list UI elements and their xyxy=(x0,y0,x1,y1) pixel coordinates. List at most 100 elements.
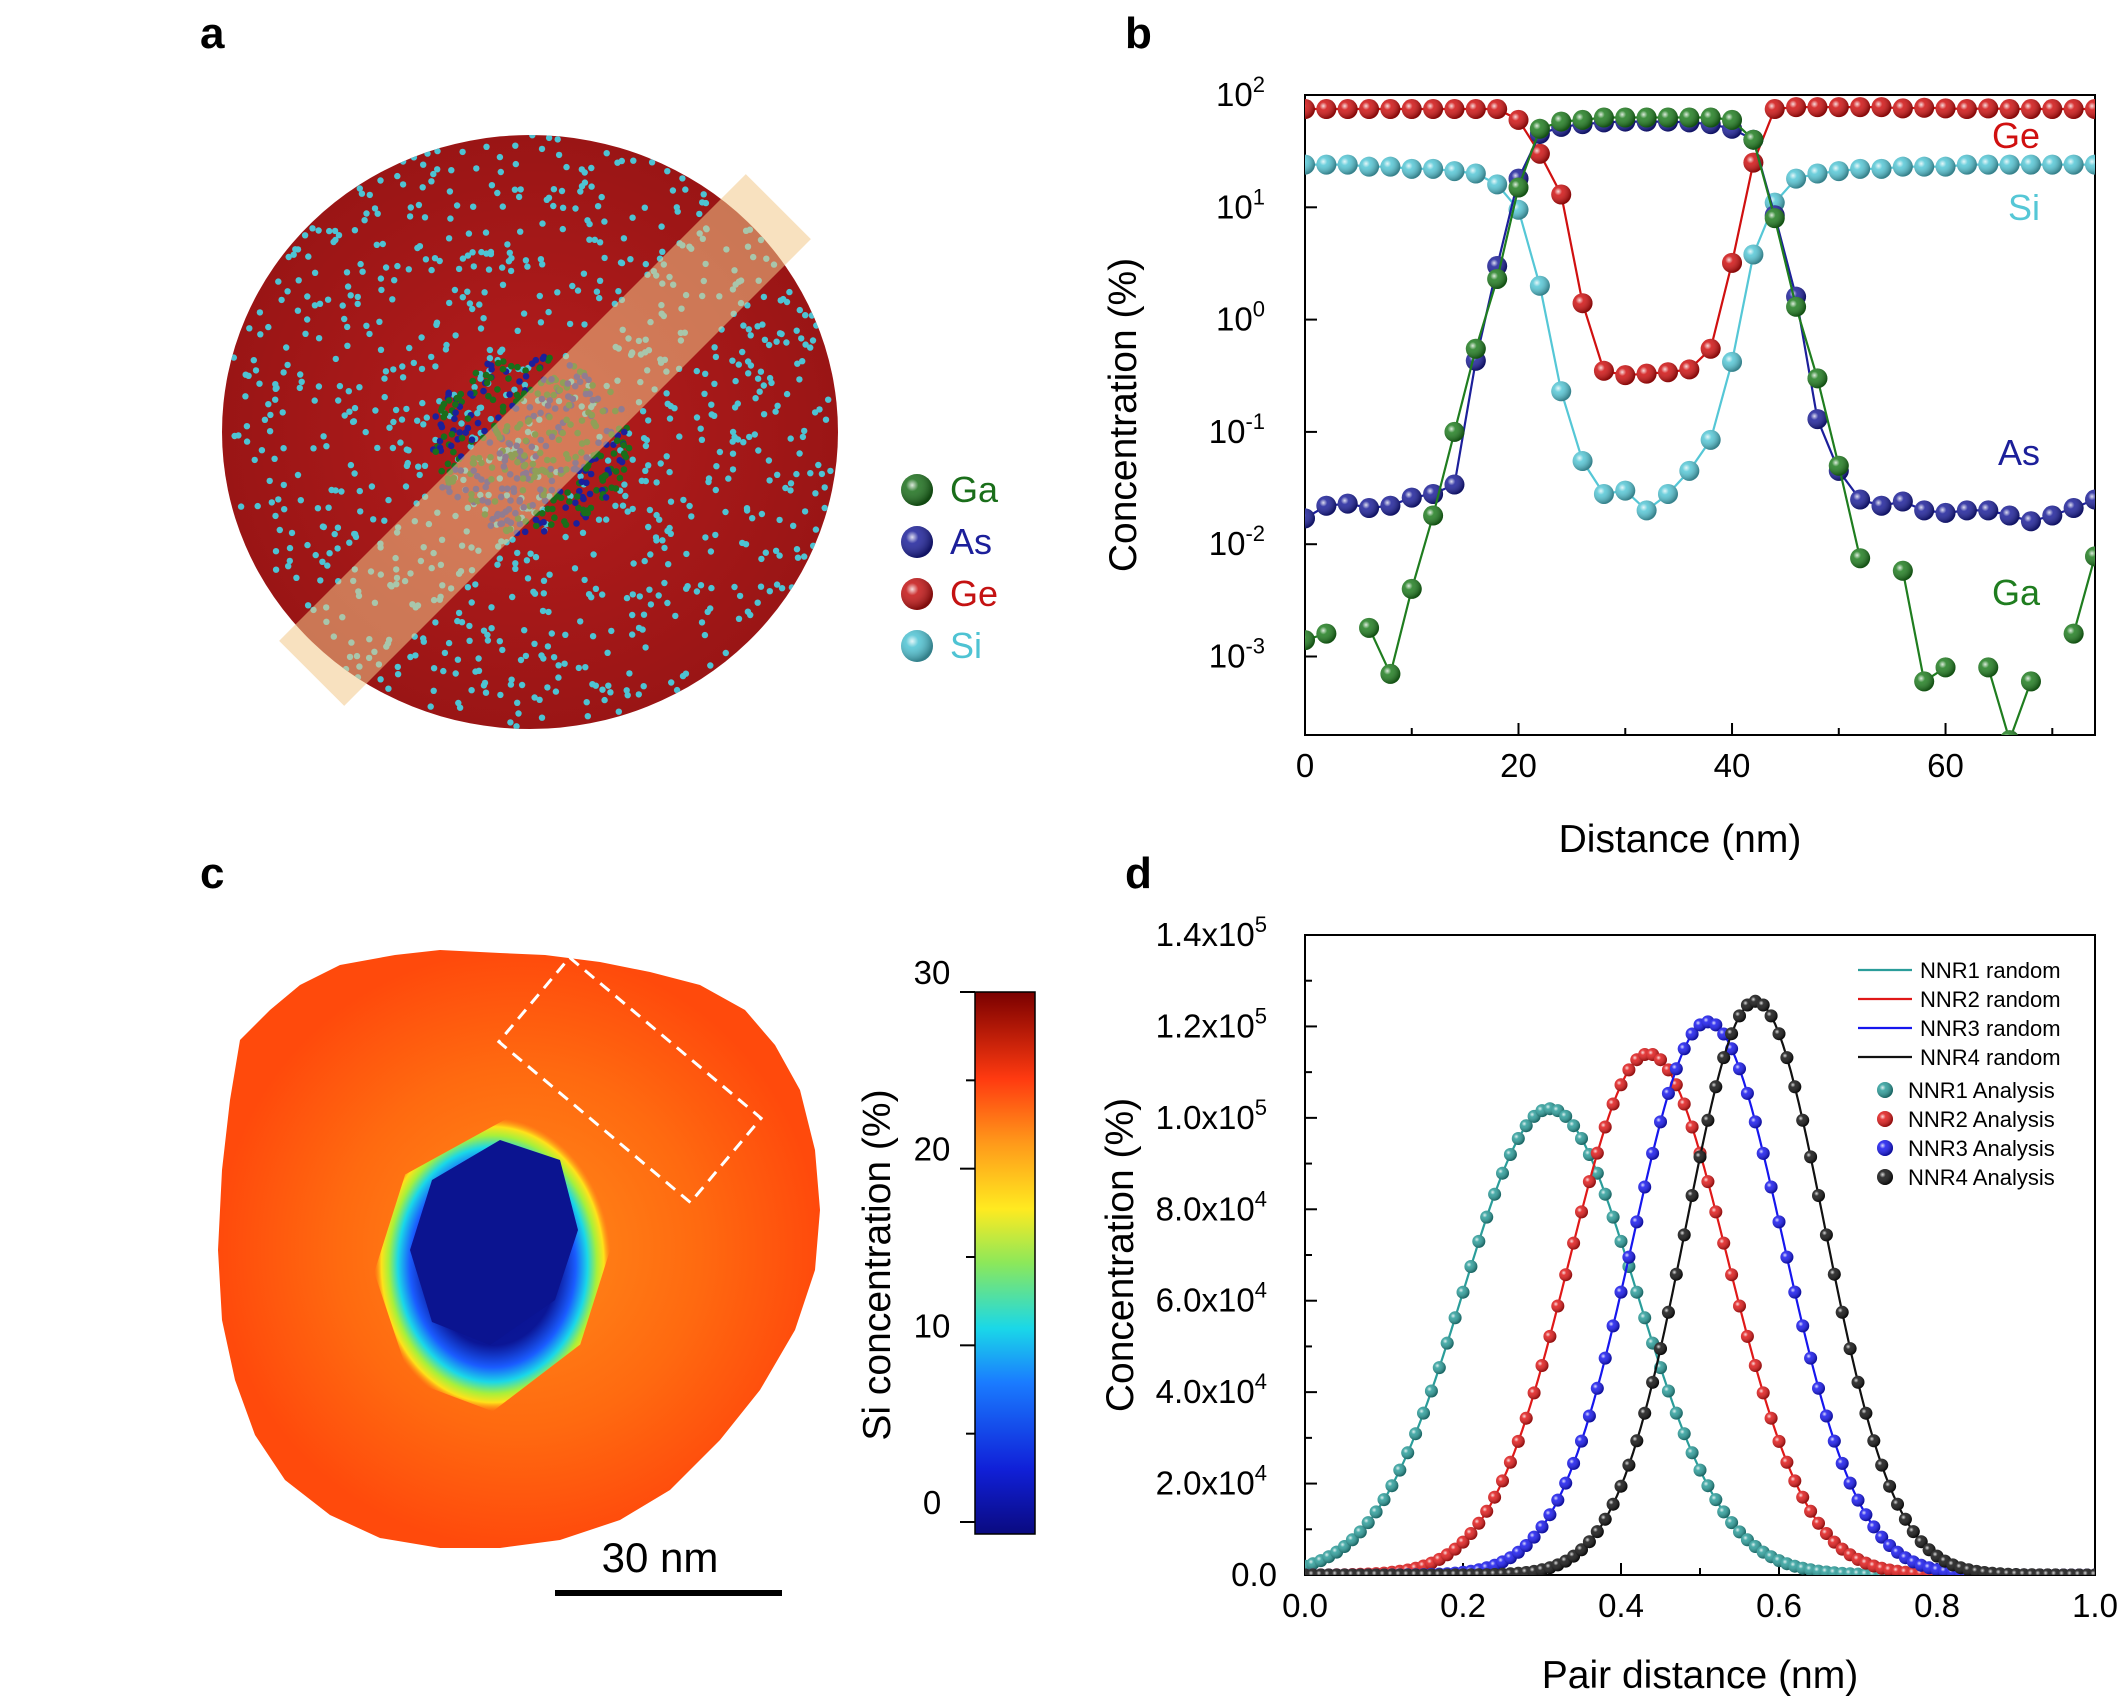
si-atom xyxy=(619,502,627,509)
ga-atom xyxy=(457,390,465,398)
si-atom xyxy=(499,346,506,353)
colorbar-tick-label: 0 xyxy=(923,1484,941,1521)
si-atom xyxy=(668,679,675,686)
analysis-point-shine xyxy=(1527,1530,1541,1544)
analysis-point-shine xyxy=(1725,1268,1739,1282)
si-atom xyxy=(480,315,487,322)
analysis-point-shine xyxy=(1590,1146,1604,1160)
si-atom xyxy=(755,447,762,454)
si-atom xyxy=(366,330,373,338)
panel-b-frame xyxy=(1304,94,2096,736)
analysis-point-shine xyxy=(1812,1189,1825,1202)
si-atom xyxy=(481,289,488,296)
si-atom xyxy=(598,193,605,201)
si-atom xyxy=(809,337,817,344)
si-atom xyxy=(659,248,666,255)
si-atom xyxy=(614,159,621,166)
si-atom xyxy=(539,261,546,268)
ga-atom xyxy=(522,367,529,374)
ga-atom xyxy=(452,401,459,408)
si-atom xyxy=(536,696,543,703)
analysis-point-shine xyxy=(1622,1250,1636,1264)
si-atom xyxy=(603,516,610,523)
si-atom xyxy=(577,473,584,480)
si-atom xyxy=(640,435,648,442)
si-atom xyxy=(536,292,543,300)
si-atom xyxy=(608,627,615,635)
si-atom xyxy=(693,367,700,375)
panel-b-x-axis-label: Distance (nm) xyxy=(1559,818,1802,861)
analysis-point-shine xyxy=(1867,1520,1881,1534)
analysis-point-shine xyxy=(1472,1516,1486,1530)
si-atom xyxy=(254,502,261,510)
data-point-shine xyxy=(2063,623,2084,644)
si-atom xyxy=(640,611,648,618)
si-atom xyxy=(265,323,272,331)
data-point-shine xyxy=(2020,154,2041,175)
si-atom xyxy=(293,574,300,581)
data-point-shine xyxy=(1679,107,1700,128)
data-point-shine xyxy=(2063,99,2084,120)
si-atom xyxy=(511,186,519,193)
analysis-point-shine xyxy=(1448,1311,1462,1325)
ga-atom xyxy=(610,450,618,457)
data-point-shine xyxy=(1999,505,2020,526)
data-point-shine xyxy=(1305,508,1315,529)
si-atom xyxy=(605,682,612,689)
si-atom xyxy=(499,281,507,288)
si-atom xyxy=(286,557,293,565)
si-atom xyxy=(406,344,413,352)
si-atom xyxy=(377,275,385,282)
as-atom xyxy=(521,528,529,536)
si-atom xyxy=(485,266,493,273)
si-atom xyxy=(636,593,643,600)
data-point-shine xyxy=(1807,97,1828,118)
si-atom xyxy=(639,408,647,415)
data-point-shine xyxy=(1316,623,1337,644)
si-atom xyxy=(390,366,397,373)
si-atom xyxy=(555,674,562,681)
si-atom xyxy=(512,560,519,567)
si-atom xyxy=(615,708,622,715)
analysis-point-shine xyxy=(1456,1285,1470,1299)
si-atom xyxy=(272,566,280,573)
data-point-shine xyxy=(1828,161,1849,182)
si-atom xyxy=(272,385,279,392)
data-point-shine xyxy=(1305,99,1315,120)
si-atom xyxy=(414,244,421,252)
si-atom xyxy=(334,524,342,531)
si-atom xyxy=(285,253,292,261)
si-atom xyxy=(424,150,431,157)
data-point-shine xyxy=(1401,99,1422,120)
si-atom xyxy=(415,463,422,470)
analysis-point-shine xyxy=(1804,1504,1818,1518)
si-atom xyxy=(788,584,796,591)
si-atom xyxy=(394,172,401,180)
data-point-shine xyxy=(1786,168,1807,189)
ga-atom xyxy=(562,521,570,528)
x-tick-label: 0.6 xyxy=(1756,1587,1802,1624)
si-atom xyxy=(672,612,679,620)
si-atom xyxy=(344,342,351,349)
data-point-shine xyxy=(1529,275,1550,296)
y-tick-exponent: 4 xyxy=(1255,1369,1267,1394)
data-point-shine xyxy=(1615,107,1636,128)
si-atom xyxy=(601,218,608,225)
legend-label-analysis-nnr3: NNR3 Analysis xyxy=(1908,1136,2055,1161)
si-atom xyxy=(470,263,477,270)
si-atom xyxy=(304,293,311,300)
si-atom xyxy=(698,436,706,443)
si-atom xyxy=(756,388,763,395)
si-atom xyxy=(624,692,631,699)
ga-atom xyxy=(540,528,548,535)
ga-atom xyxy=(583,479,590,487)
analysis-point-shine xyxy=(1827,1434,1841,1448)
si-atom xyxy=(283,344,290,351)
data-point-shine xyxy=(1914,97,1935,118)
as-atom xyxy=(549,505,556,513)
analysis-point-shine xyxy=(1488,1187,1502,1201)
analysis-point-shine xyxy=(1511,1434,1525,1448)
si-atom xyxy=(682,186,689,193)
si-atom xyxy=(280,369,287,376)
si-atom xyxy=(517,656,525,664)
